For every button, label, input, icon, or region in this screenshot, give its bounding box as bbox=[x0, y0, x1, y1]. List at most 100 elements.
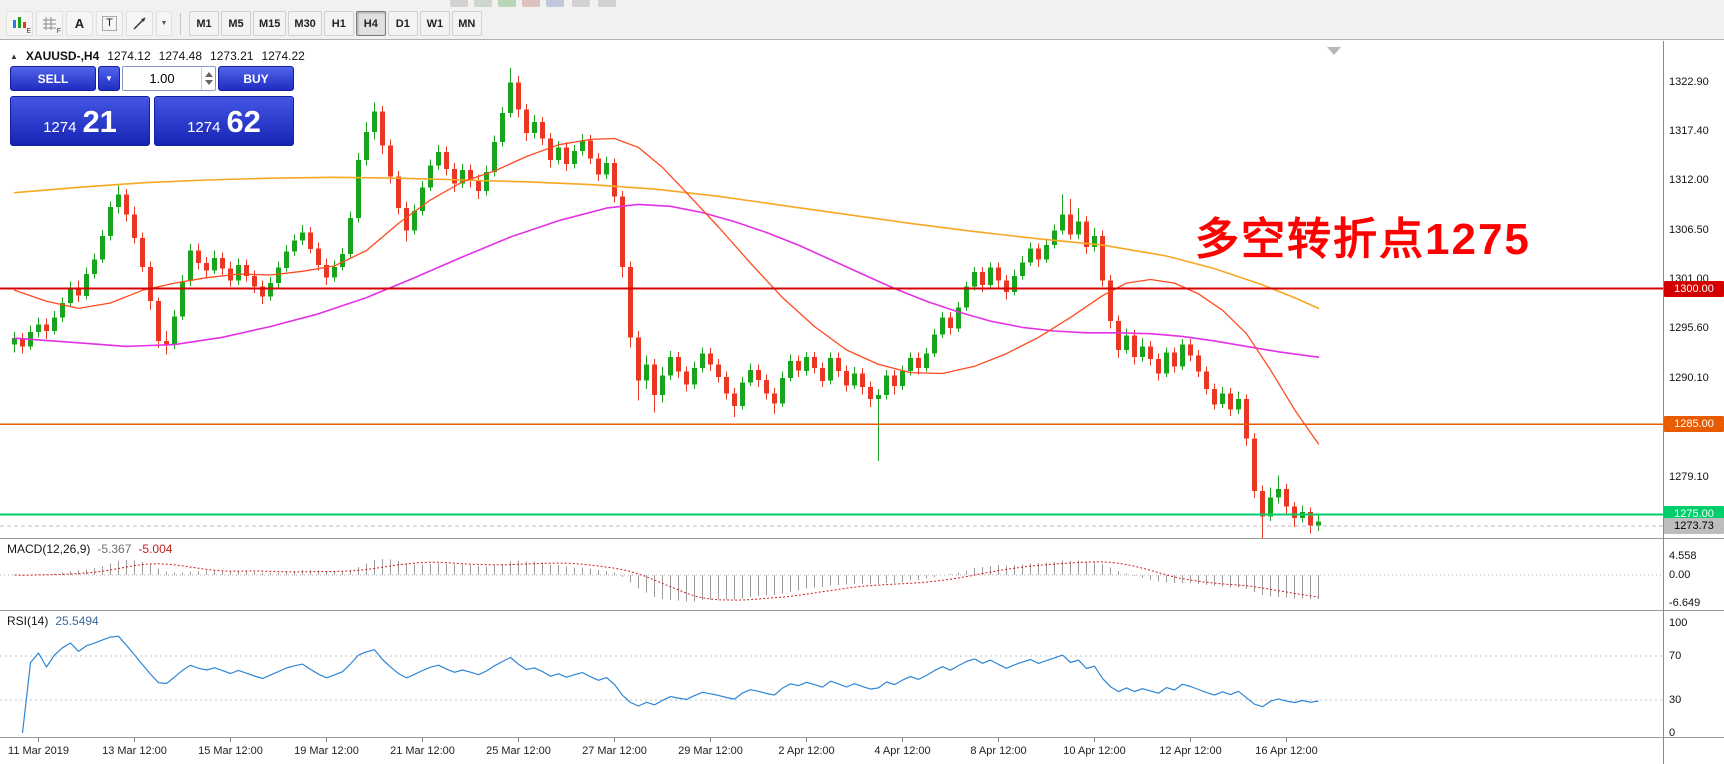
price-axis-label: 1290.10 bbox=[1669, 372, 1709, 384]
sell-price-big: 21 bbox=[82, 104, 117, 139]
volume-field[interactable]: 1.00 bbox=[122, 66, 216, 91]
mini-candles-icon bbox=[13, 17, 26, 28]
chart-expert-icon[interactable]: E bbox=[6, 11, 33, 36]
time-axis-label: 19 Mar 12:00 bbox=[294, 745, 359, 757]
panel-divider[interactable] bbox=[0, 538, 1724, 539]
time-axis-tick bbox=[614, 738, 615, 742]
timeframe-toolbar: M1 M5 M15 M30 H1 H4 D1 W1 MN bbox=[189, 11, 482, 36]
timeframe-d1[interactable]: D1 bbox=[387, 11, 418, 36]
order-type-dropdown[interactable]: ▼ bbox=[98, 66, 120, 91]
cropped-toolbar-icon bbox=[546, 0, 564, 7]
rsi-axis-label: 0 bbox=[1669, 727, 1676, 739]
ohlc-close: 1274.22 bbox=[261, 49, 305, 63]
price-chart[interactable] bbox=[0, 44, 1663, 538]
time-axis-tick bbox=[710, 738, 711, 742]
grid-icon bbox=[43, 17, 56, 30]
time-axis-tick bbox=[1190, 738, 1191, 742]
macd-axis-label: -6.649 bbox=[1669, 596, 1701, 609]
time-axis-label: 2 Apr 12:00 bbox=[778, 745, 835, 757]
time-axis-label: 21 Mar 12:00 bbox=[390, 745, 455, 757]
chevron-down-icon: ▼ bbox=[160, 20, 168, 27]
price-axis-label: 1306.50 bbox=[1669, 223, 1709, 236]
rsi-value: 25.5494 bbox=[55, 614, 99, 628]
time-axis-tick bbox=[134, 738, 135, 742]
sell-button[interactable]: SELL bbox=[10, 66, 96, 91]
time-axis-label: 13 Mar 12:00 bbox=[102, 745, 167, 757]
rsi-panel-chart[interactable] bbox=[0, 611, 1663, 737]
cropped-toolbar-icon bbox=[522, 0, 540, 7]
time-axis-tick bbox=[230, 738, 231, 742]
rsi-title: RSI(14) bbox=[7, 614, 49, 628]
time-axis-label: 11 Mar 2019 bbox=[8, 745, 69, 757]
grid-tool-icon[interactable]: F bbox=[36, 11, 63, 36]
price-level-box: 1285.00 bbox=[1664, 416, 1724, 433]
buy-price-main: 1274 bbox=[187, 119, 221, 136]
stepper-up-icon[interactable] bbox=[204, 72, 213, 77]
ohlc-open: 1274.12 bbox=[107, 49, 151, 63]
text-label-tool-button[interactable]: T bbox=[96, 11, 123, 36]
time-axis-tick bbox=[38, 738, 39, 742]
timeframe-h4[interactable]: H4 bbox=[355, 11, 386, 36]
price-axis-label: 1295.60 bbox=[1669, 322, 1709, 335]
macd-axis-label: 0.00 bbox=[1669, 569, 1691, 581]
price-level-box: 1273.73 bbox=[1664, 517, 1724, 534]
timeframe-m30[interactable]: M30 bbox=[288, 11, 322, 36]
timeframe-m5[interactable]: M5 bbox=[221, 11, 251, 36]
timeframe-w1[interactable]: W1 bbox=[419, 11, 450, 36]
price-axis-label: 1279.10 bbox=[1669, 471, 1709, 484]
time-axis-tick bbox=[902, 738, 903, 742]
timeframe-h1[interactable]: H1 bbox=[323, 11, 354, 36]
sell-price-button[interactable]: 1274 21 bbox=[10, 96, 150, 146]
drawing-tool-button[interactable] bbox=[126, 11, 153, 36]
volume-value[interactable]: 1.00 bbox=[149, 71, 175, 86]
sell-price-main: 1274 bbox=[43, 119, 77, 136]
timeframe-m1[interactable]: M1 bbox=[189, 11, 219, 36]
volume-stepper[interactable] bbox=[201, 67, 215, 90]
macd-axis-label: 4.558 bbox=[1669, 549, 1697, 562]
price-axis[interactable]: 1322.90 1317.40 1312.00 1306.50 1301.00 1295.… bbox=[1664, 0, 1724, 764]
text-tool-button[interactable]: A bbox=[66, 11, 93, 36]
cropped-toolbar-icon bbox=[598, 0, 616, 7]
drawing-tool-dropdown[interactable]: ▼ bbox=[156, 11, 172, 36]
macd-title: MACD(12,26,9) bbox=[7, 542, 91, 556]
price-level-box: 1300.00 bbox=[1664, 280, 1724, 297]
time-axis-label: 25 Mar 12:00 bbox=[486, 745, 551, 757]
one-click-trading-panel: SELL ▼ 1.00 BUY 1274 21 1274 62 bbox=[10, 66, 294, 146]
buy-price-button[interactable]: 1274 62 bbox=[154, 96, 294, 146]
grid-tool-icon-letter: F bbox=[56, 28, 61, 35]
time-axis-tick bbox=[1286, 738, 1287, 742]
time-axis-label: 27 Mar 12:00 bbox=[582, 745, 647, 757]
cropped-toolbar-icon bbox=[572, 0, 590, 7]
timeframe-mn[interactable]: MN bbox=[451, 11, 482, 36]
chart-text-annotation[interactable]: 多空转折点1275 bbox=[1195, 215, 1531, 264]
time-axis-tick bbox=[422, 738, 423, 742]
time-axis-tick bbox=[326, 738, 327, 742]
time-axis-label: 4 Apr 12:00 bbox=[874, 745, 931, 757]
cropped-toolbar-icon bbox=[474, 0, 492, 7]
text-label-tool-label: T bbox=[102, 16, 117, 31]
collapse-one-click-icon[interactable]: ▲ bbox=[10, 51, 18, 61]
ohlc-high: 1274.48 bbox=[158, 49, 203, 63]
rsi-axis-label: 30 bbox=[1669, 694, 1682, 706]
trendline-icon bbox=[132, 16, 146, 30]
time-axis-tick bbox=[518, 738, 519, 742]
rsi-header: RSI(14) 25.5494 bbox=[7, 614, 99, 628]
timeframe-m15[interactable]: M15 bbox=[253, 11, 287, 36]
rsi-axis-label: 100 bbox=[1669, 617, 1688, 629]
macd-panel-chart[interactable] bbox=[0, 539, 1663, 610]
stepper-down-icon[interactable] bbox=[204, 80, 213, 85]
time-axis-tick bbox=[998, 738, 999, 742]
time-axis-label: 16 Apr 12:00 bbox=[1255, 745, 1318, 757]
panel-divider[interactable] bbox=[0, 610, 1724, 611]
symbol-period-label: XAUUSD-,H4 bbox=[25, 49, 100, 63]
panel-divider bbox=[0, 737, 1724, 738]
macd-header: MACD(12,26,9) -5.367 -5.004 bbox=[7, 542, 172, 556]
price-axis-label: 1317.40 bbox=[1669, 125, 1709, 138]
toolbar-separator bbox=[180, 12, 181, 35]
time-axis[interactable]: 11 Mar 2019 13 Mar 12:00 15 Mar 12:00 19 Ma… bbox=[0, 738, 1663, 764]
time-axis-tick bbox=[1094, 738, 1095, 742]
text-tool-label: A bbox=[74, 16, 85, 31]
ohlc-low: 1273.21 bbox=[210, 49, 254, 63]
buy-button[interactable]: BUY bbox=[218, 66, 294, 91]
cropped-toolbar-icon bbox=[450, 0, 468, 7]
